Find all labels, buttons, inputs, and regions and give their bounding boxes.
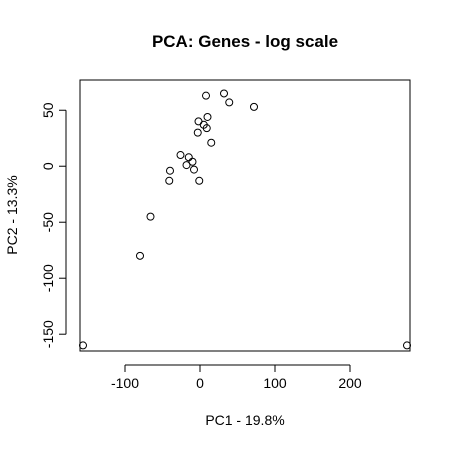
data-point: [202, 124, 211, 133]
data-point: [225, 98, 234, 107]
y-tick-label: -100: [40, 264, 56, 292]
data-point: [207, 138, 216, 147]
data-point: [190, 165, 198, 174]
data-point: [182, 161, 191, 170]
x-axis: -100 0 100 200: [111, 364, 362, 391]
y-axis: -150 -100 -50 0 50: [40, 102, 67, 348]
data-point: [195, 176, 204, 185]
chart-title: PCA: Genes - log scale: [152, 32, 338, 51]
x-tick-label: -100: [111, 375, 139, 391]
data-point: [250, 102, 258, 111]
y-tick-label: -50: [40, 212, 56, 232]
x-tick-label: 200: [338, 375, 362, 391]
data-point: [220, 89, 228, 98]
y-axis-label: PC2 - 13.3%: [4, 175, 20, 254]
data-point: [403, 341, 411, 350]
data-point: [202, 91, 210, 100]
plot-frame: [79, 79, 411, 352]
data-point: [188, 157, 197, 166]
data-point: [136, 251, 144, 260]
data-points: [79, 89, 411, 350]
x-tick-label: 100: [263, 375, 287, 391]
y-tick-label: 0: [40, 162, 56, 170]
data-point: [79, 341, 87, 350]
data-point: [146, 212, 155, 221]
data-point: [203, 112, 212, 121]
data-point: [184, 153, 193, 162]
data-point: [193, 128, 202, 137]
y-tick-label: 50: [40, 102, 56, 118]
data-point: [176, 151, 185, 160]
x-axis-label: PC1 - 19.8%: [205, 412, 284, 428]
data-point: [194, 117, 203, 126]
data-point: [165, 176, 174, 185]
y-tick-label: -150: [40, 320, 56, 348]
data-point: [166, 166, 174, 175]
x-tick-label: 0: [196, 375, 204, 391]
